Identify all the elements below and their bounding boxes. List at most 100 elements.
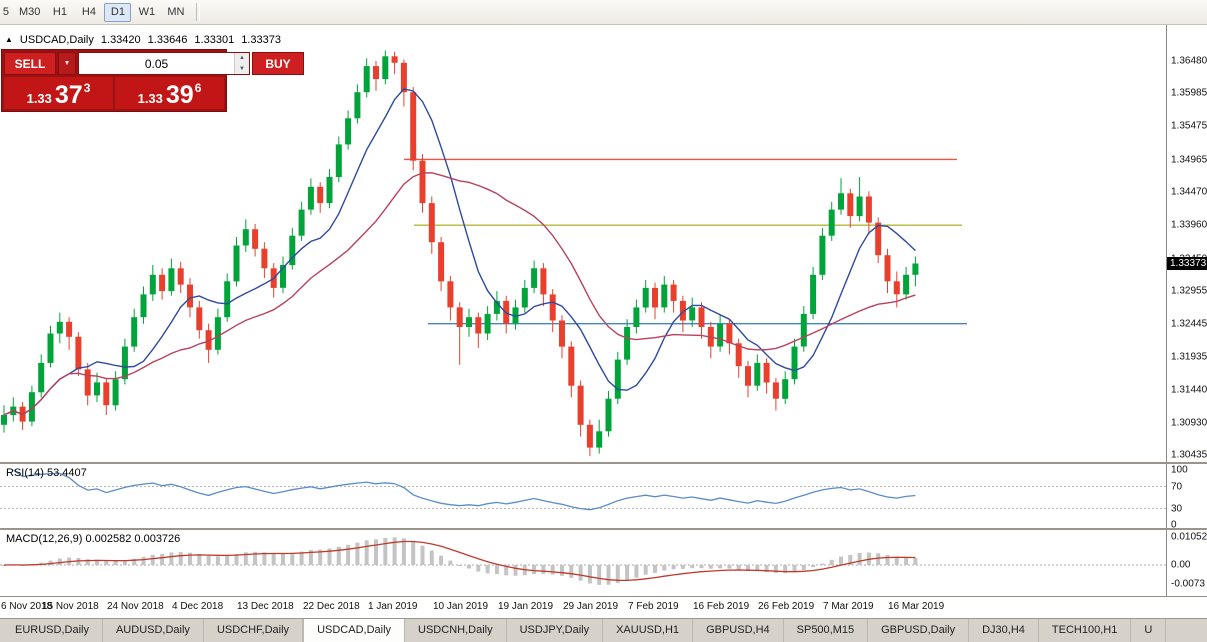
rsi-panel[interactable]: RSI(14) 53.4407 100 70 30 0: [0, 464, 1207, 528]
sell-price-pips: 37: [54, 80, 83, 109]
main-chart-panel[interactable]: ▲ USDCAD,Daily 1.33420 1.33646 1.33301 1…: [0, 25, 1207, 462]
candlestick-chart[interactable]: [0, 25, 1167, 462]
macd-panel[interactable]: MACD(12,26,9) 0.002582 0.003726 0.010525…: [0, 530, 1207, 596]
macd-histogram: [2, 537, 918, 585]
price-axis-label: 1.31440: [1171, 384, 1207, 396]
chart-tab-usdjpy-daily[interactable]: USDJPY,Daily: [506, 619, 604, 642]
volume-down-button[interactable]: ▼: [235, 63, 249, 74]
price-axis-label: 1.34470: [1171, 186, 1207, 198]
date-label: 7 Mar 2019: [823, 601, 874, 612]
panel-separator[interactable]: [0, 462, 1207, 464]
chart-tab-usdcnh-daily[interactable]: USDCNH,Daily: [405, 619, 507, 642]
toolbar-separator: [196, 3, 201, 21]
price-axis-label: 1.30435: [1171, 449, 1207, 461]
sell-button[interactable]: SELL: [4, 52, 56, 75]
macd-label: MACD(12,26,9) 0.002582 0.003726: [6, 533, 181, 545]
timeframe-button-w1[interactable]: W1: [138, 6, 156, 18]
price-axis-label: 1.32955: [1171, 285, 1207, 297]
volume-field: ▲ ▼: [78, 52, 250, 75]
volume-up-button[interactable]: ▲: [235, 53, 249, 64]
rsi-axis-label: 0: [1171, 519, 1177, 529]
candles: [1, 50, 919, 457]
chart-tab-usdcad-daily[interactable]: USDCAD,Daily: [303, 619, 406, 642]
date-label: 26 Feb 2019: [758, 601, 815, 612]
rsi-line: [12, 469, 916, 511]
date-label: 16 Feb 2019: [693, 601, 750, 612]
sell-price[interactable]: 1.33 37 3: [4, 77, 113, 109]
panel-separator[interactable]: [0, 528, 1207, 530]
macd-axis-label: 0.00: [1171, 559, 1191, 571]
date-label: 10 Jan 2019: [433, 601, 489, 612]
chart-tab-audusd-daily[interactable]: AUDUSD,Daily: [102, 619, 204, 642]
chart-tab-usdchf-daily[interactable]: USDCHF,Daily: [203, 619, 304, 642]
date-label: 7 Feb 2019: [628, 601, 679, 612]
price-axis-label: 1.30930: [1171, 417, 1207, 429]
price-axis[interactable]: 1.36480 1.35985 1.35475 1.34965 1.34470 1.339…: [1171, 25, 1207, 462]
symbol-label: USDCAD,Daily: [19, 34, 94, 46]
volume-spinner: ▲ ▼: [234, 53, 249, 74]
timeframe-button-h4[interactable]: H4: [81, 6, 96, 18]
timeframe-toolbar: 5 M30 H1 H4 D1 W1 MN: [0, 0, 1207, 25]
chart-tab-bar: EURUSD,Daily AUDUSD,Daily USDCHF,Daily USDC…: [0, 618, 1207, 642]
chart-tab-sp500-m15[interactable]: SP500,M15: [783, 619, 869, 642]
macd-axis-label: -0.0073: [1171, 578, 1205, 590]
sell-price-big-figure: 1.33: [26, 90, 52, 106]
trade-options-dropdown[interactable]: ▼: [58, 52, 76, 75]
date-label: 4 Dec 2018: [172, 601, 224, 612]
rsi-label: RSI(14) 53.4407: [6, 467, 87, 479]
volume-input[interactable]: [79, 53, 234, 74]
price-axis-label: 1.32445: [1171, 318, 1207, 330]
date-label: 13 Dec 2018: [237, 601, 294, 612]
price-axis-label: 1.35985: [1171, 87, 1207, 99]
ohlc-low: 1.33301: [194, 34, 235, 46]
date-label: 6 Nov 2018: [1, 601, 53, 612]
rsi-axis-label: 100: [1171, 464, 1188, 476]
macd-plot: [0, 530, 1167, 596]
timeframe-button-m30[interactable]: M30: [19, 6, 41, 18]
horizontal-lines: [404, 158, 967, 325]
buy-price-point: 6: [194, 81, 202, 95]
date-label: 19 Jan 2019: [498, 601, 554, 612]
buy-price[interactable]: 1.33 39 6: [115, 77, 224, 109]
date-label: 24 Nov 2018: [107, 601, 164, 612]
macd-axis-label: 0.010525: [1171, 531, 1207, 543]
ohlc-high: 1.33646: [147, 34, 188, 46]
chart-tab-xauusd-h1[interactable]: XAUUSD,H1: [603, 619, 694, 642]
chart-tab-u[interactable]: U: [1131, 619, 1167, 642]
price-axis-label: 1.31935: [1171, 351, 1207, 363]
ohlc-open: 1.33420: [100, 34, 141, 46]
ma-fast-line: [3, 88, 916, 416]
date-label: 1 Jan 2019: [368, 601, 418, 612]
timeframe-button-5[interactable]: 5: [2, 6, 9, 18]
chart-tab-eurusd-daily[interactable]: EURUSD,Daily: [2, 619, 103, 642]
date-label: 15 Nov 2018: [42, 601, 99, 612]
timeframe-button-mn[interactable]: MN: [167, 6, 185, 18]
shift-triangle-icon: ▲: [5, 35, 13, 44]
macd-axis: 0.010525 0.00 -0.0073: [1171, 530, 1207, 596]
timeframe-button-h1[interactable]: H1: [52, 6, 67, 18]
current-price-badge: 1.33373: [1167, 256, 1207, 270]
price-axis-label: 1.33960: [1171, 219, 1207, 231]
date-axis[interactable]: 6 Nov 2018 15 Nov 2018 24 Nov 2018 4 Dec 20…: [0, 596, 1207, 618]
date-label: 29 Jan 2019: [563, 601, 619, 612]
buy-button[interactable]: BUY: [252, 52, 304, 75]
date-label: 22 Dec 2018: [303, 601, 360, 612]
buy-price-pips: 39: [165, 80, 194, 109]
chart-tab-gbpusd-daily[interactable]: GBPUSD,Daily: [868, 619, 970, 642]
chart-tab-gbpusd-h4[interactable]: GBPUSD,H4: [693, 619, 784, 642]
price-axis-label: 1.34965: [1171, 154, 1207, 166]
timeframe-button-d1[interactable]: D1: [104, 2, 132, 22]
date-label: 16 Mar 2019: [888, 601, 945, 612]
chart-workspace: ▲ USDCAD,Daily 1.33420 1.33646 1.33301 1…: [0, 25, 1207, 618]
buy-price-big-figure: 1.33: [137, 90, 163, 106]
price-axis-label: 1.35475: [1171, 120, 1207, 132]
ohlc-close: 1.33373: [241, 34, 281, 46]
ma-slow-line: [3, 172, 916, 416]
chart-tab-dj30-h4[interactable]: DJ30,H4: [969, 619, 1039, 642]
chart-header: ▲ USDCAD,Daily 1.33420 1.33646 1.33301 1…: [5, 34, 281, 46]
chart-tab-tech100-h1[interactable]: TECH100,H1: [1038, 619, 1132, 642]
rsi-axis-label: 70: [1171, 481, 1183, 492]
rsi-axis-label: 30: [1171, 503, 1183, 514]
one-click-trading-panel: SELL ▼ ▲ ▼ BUY 1.33 37 3: [2, 50, 304, 111]
